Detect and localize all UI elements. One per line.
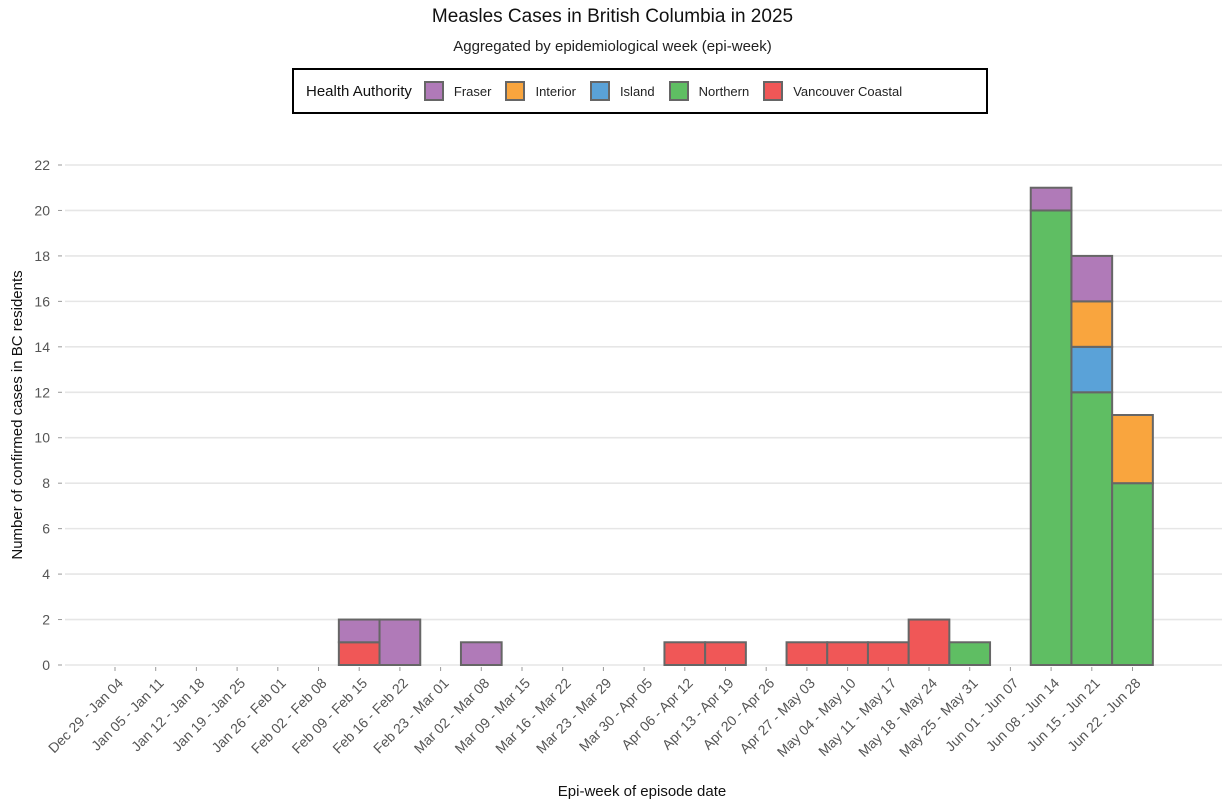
x-tick-label: Jan 05 - Jan 11 <box>88 675 167 754</box>
bar-segment <box>704 641 747 666</box>
legend-swatch <box>763 81 784 101</box>
legend-title: Health Authority <box>306 82 412 100</box>
bar-segment <box>337 618 381 644</box>
legend-swatch <box>505 81 526 101</box>
y-axis: 0 2 4 6 8 10 12 14 16 18 20 22 <box>34 157 62 673</box>
x-tick-label: Jun 08 - Jun 14 <box>983 675 1063 755</box>
y-axis-title: Number of confirmed cases in BC resident… <box>9 270 26 559</box>
bar-segment <box>459 641 503 666</box>
legend-swatch <box>589 81 610 101</box>
bar-segment <box>663 641 707 666</box>
y-tick-label: 4 <box>42 566 50 582</box>
y-tick-label: 0 <box>42 657 50 673</box>
grid <box>65 164 1222 666</box>
bar-segment <box>378 618 422 667</box>
x-tick-label: Apr 13 - Apr 19 <box>659 675 737 753</box>
y-tick-label: 6 <box>42 521 50 537</box>
x-tick-label: Mar 30 - Apr 05 <box>576 675 656 755</box>
legend-label: Northern <box>698 83 750 99</box>
x-tick-label: Jun 15 - Jun 21 <box>1023 675 1103 755</box>
bars <box>337 186 1154 667</box>
y-tick-label: 12 <box>34 384 50 400</box>
bar-segment <box>1029 186 1073 212</box>
bar-segment <box>1111 482 1154 666</box>
y-tick-label: 18 <box>34 248 50 264</box>
chart-subtitle: Aggregated by epidemiological week (epi-… <box>453 38 772 55</box>
x-tick-label: Jan 19 - Jan 25 <box>169 675 249 755</box>
legend-item: Vancouver Coastal <box>763 81 906 101</box>
y-tick-label: 22 <box>34 157 50 173</box>
x-tick-label: Apr 06 - Apr 12 <box>618 675 696 753</box>
y-tick-label: 14 <box>34 339 50 355</box>
y-tick-label: 10 <box>34 430 50 446</box>
bar-segment <box>1070 300 1114 348</box>
bar-segment <box>1070 345 1114 394</box>
bar-segment <box>866 641 910 666</box>
legend-item: Island <box>589 81 659 101</box>
bar-segment <box>1111 414 1154 485</box>
legend-label: Fraser <box>453 83 492 99</box>
legend-item: Northern <box>668 81 754 101</box>
bar-segment <box>907 618 951 667</box>
legend-label: Interior <box>535 83 576 99</box>
y-tick-label: 2 <box>42 612 50 628</box>
chart-title: Measles Cases in British Columbia in 202… <box>431 6 794 27</box>
x-tick-label: Jun 22 - Jun 28 <box>1064 675 1144 755</box>
y-tick-label: 16 <box>34 293 50 309</box>
bar-segment <box>826 641 869 666</box>
bar-segment <box>948 641 992 666</box>
x-axis-title: Epi-week of episode date <box>558 783 726 800</box>
legend-swatch <box>668 81 689 101</box>
legend-swatch <box>423 81 444 101</box>
chart-legend: Health Authority Fraser Interior Island Nor… <box>292 68 988 114</box>
bar-segment <box>337 641 381 666</box>
x-tick-label: Jun 01 - Jun 07 <box>942 675 1022 755</box>
legend-item: Interior <box>505 81 579 101</box>
bar-segment <box>1029 209 1073 666</box>
legend-label: Island <box>619 83 655 99</box>
legend-label: Vancouver Coastal <box>793 83 903 99</box>
x-tick-label: Jan 12 - Jan 18 <box>128 675 208 755</box>
bar-segment <box>785 641 829 666</box>
y-tick-label: 8 <box>42 475 50 491</box>
legend-item: Fraser <box>423 81 496 101</box>
x-tick-label: Apr 20 - Apr 26 <box>699 675 777 753</box>
bar-segment <box>1070 254 1114 303</box>
y-tick-label: 20 <box>34 202 50 218</box>
bar-segment <box>1070 391 1114 666</box>
